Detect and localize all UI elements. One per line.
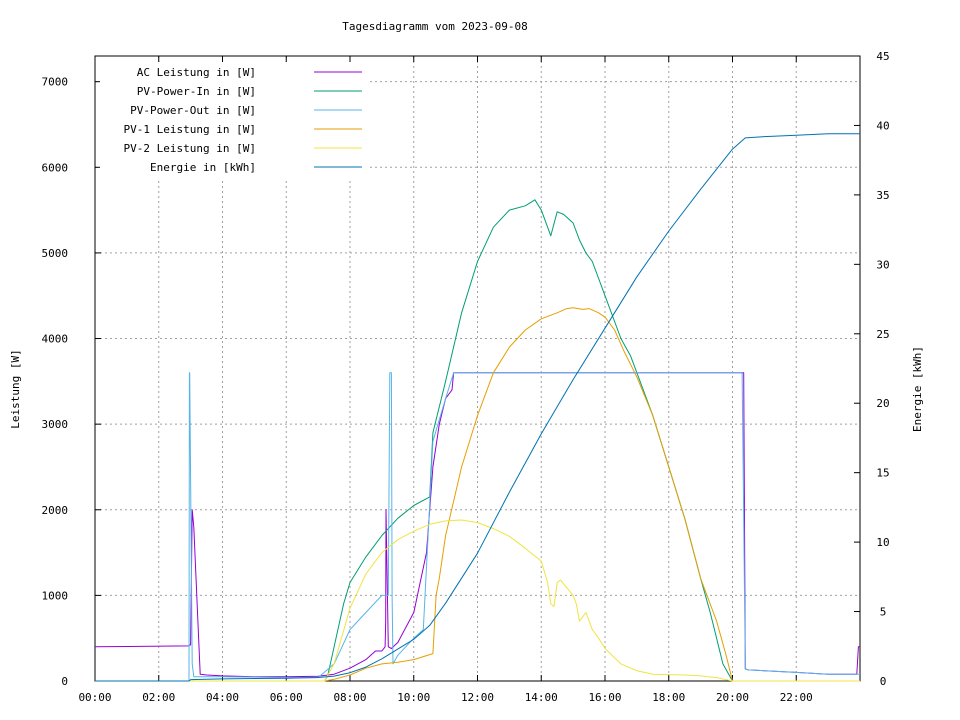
y-tick-label: 0	[61, 675, 68, 688]
x-tick-label: 06:00	[270, 691, 303, 704]
x-tick-label: 10:00	[397, 691, 430, 704]
y2-tick-label: 5	[880, 606, 887, 619]
y-tick-label: 5000	[42, 247, 69, 260]
y2-tick-label: 25	[876, 328, 889, 341]
y-tick-label: 4000	[42, 333, 69, 346]
y2-tick-label: 10	[876, 536, 889, 549]
grid	[95, 56, 860, 681]
y-axis-label: Leistung [W]	[9, 349, 22, 428]
x-tick-label: 04:00	[206, 691, 239, 704]
x-tick-label: 22:00	[780, 691, 813, 704]
y-tick-label: 1000	[42, 589, 69, 602]
x-tick-label: 08:00	[333, 691, 366, 704]
series-line-3	[95, 372, 860, 682]
y2-axis-label: Energie [kWh]	[911, 346, 924, 432]
y-tick-label: 2000	[42, 504, 69, 517]
legend-label: AC Leistung in [W]	[137, 66, 256, 79]
legend-label: PV-Power-In in [W]	[137, 85, 256, 98]
y2-tick-label: 45	[876, 50, 889, 63]
x-tick-label: 18:00	[652, 691, 685, 704]
y-tick-label: 6000	[42, 161, 69, 174]
legend-box	[100, 62, 368, 178]
x-tick-label: 02:00	[142, 691, 175, 704]
legend: AC Leistung in [W] PV-Power-In in [W] PV-P…	[100, 62, 368, 178]
series-lines	[94, 133, 860, 682]
y2-tick-label: 15	[876, 467, 889, 480]
y-tick-label: 3000	[42, 418, 69, 431]
x-tick-label: 16:00	[588, 691, 621, 704]
series-line-6	[95, 133, 860, 682]
x-tick-label: 20:00	[716, 691, 749, 704]
y2-tick-label: 20	[876, 397, 889, 410]
chart-title: Tagesdiagramm vom 2023-09-08	[342, 20, 527, 33]
legend-label: PV-Power-Out in [W]	[130, 104, 256, 117]
y2-tick-label: 35	[876, 189, 889, 202]
y2-tick-label: 0	[880, 675, 887, 688]
x-tick-label: 00:00	[78, 691, 111, 704]
legend-label: PV-1 Leistung in [W]	[124, 123, 256, 136]
y2-tick-label: 40	[876, 119, 889, 132]
series-line-5	[95, 519, 860, 682]
legend-label: Energie in [kWh]	[150, 161, 256, 174]
x-tick-label: 14:00	[525, 691, 558, 704]
series-line-1	[94, 372, 860, 678]
y2-tick-label: 30	[876, 258, 889, 271]
x-tick-label: 12:00	[461, 691, 494, 704]
y-tick-label: 7000	[42, 76, 69, 89]
series-line-4	[95, 307, 860, 682]
legend-label: PV-2 Leistung in [W]	[124, 142, 256, 155]
ticks: 00:00 02:00 04:00 06:00 08:00 10:00 12:00 14:00…	[42, 50, 890, 704]
